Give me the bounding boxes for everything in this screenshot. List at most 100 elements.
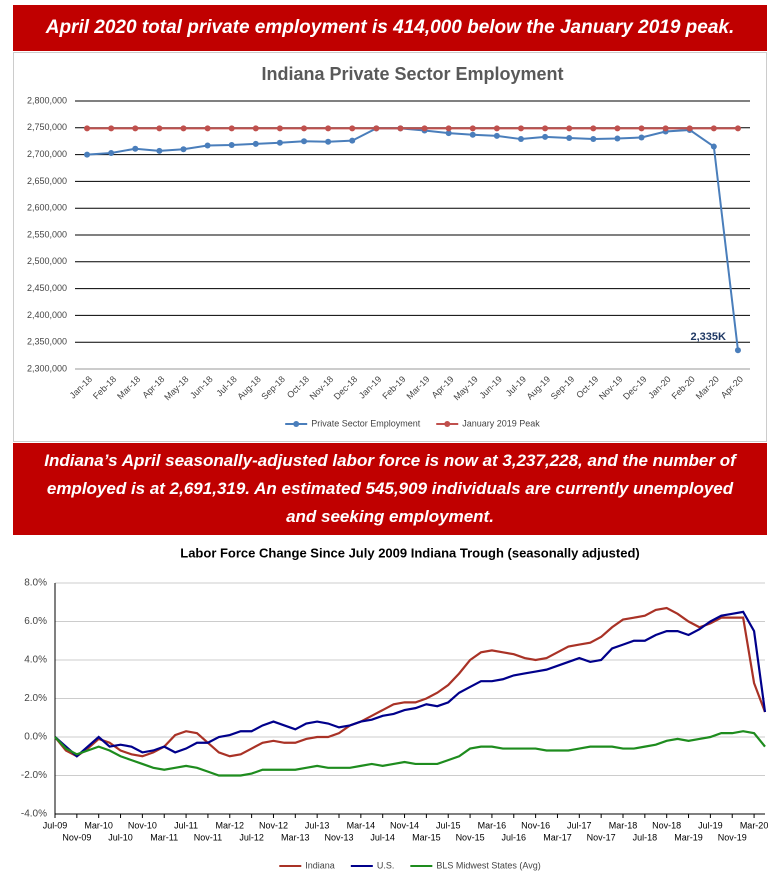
point	[445, 125, 452, 132]
legend: Indiana U.S. BLS Midwest States (Avg)	[279, 860, 541, 870]
x-tick-label: Nov-12	[259, 820, 288, 830]
x-tick-label: Sep-19	[549, 374, 577, 402]
point	[228, 141, 235, 148]
point	[614, 135, 621, 142]
x-tick-label: Feb-20	[670, 374, 697, 401]
banner: Indiana’s April seasonally-adjusted labo…	[13, 443, 767, 535]
point	[180, 125, 187, 132]
chart-title: Labor Force Change Since July 2009 India…	[180, 545, 639, 560]
x-tick-label: Nov-16	[521, 820, 550, 830]
series-line	[54, 610, 767, 758]
x-tick-label: Aug-19	[525, 374, 553, 402]
point	[204, 125, 211, 132]
point	[566, 134, 573, 141]
y-tick-label: 2,550,000	[27, 229, 67, 239]
point	[156, 147, 163, 154]
point	[493, 132, 500, 139]
x-tick-label: Nov-17	[587, 832, 616, 842]
y-tick-label: 2,700,000	[27, 149, 67, 159]
x-tick-label: Oct-18	[285, 374, 311, 400]
x-tick-label: Mar-13	[281, 832, 310, 842]
x-tick-label: Mar-19	[674, 832, 703, 842]
y-tick-label: 8.0%	[24, 578, 47, 589]
x-tick-label: Feb-18	[91, 374, 118, 401]
legend-label: U.S.	[377, 860, 395, 870]
banner: April 2020 total private employment is 4…	[13, 5, 767, 51]
legend-label: Indiana	[305, 860, 335, 870]
y-tick-label: 2.0%	[24, 693, 47, 704]
x-tick-label: Mar-19	[404, 374, 431, 401]
x-tick-label: Jan-19	[357, 374, 384, 401]
point	[301, 138, 308, 145]
x-tick-label: Nov-19	[597, 374, 625, 402]
y-tick-label: 2,300,000	[27, 363, 67, 373]
x-tick-label: May-19	[452, 374, 480, 402]
x-tick-label: Jul-09	[43, 820, 68, 830]
point	[301, 125, 308, 132]
x-tick-label: May-18	[162, 374, 190, 402]
point	[228, 125, 235, 132]
x-tick-label: Jan-18	[68, 374, 95, 401]
y-tick-label: -2.0%	[21, 770, 47, 781]
point	[638, 125, 645, 132]
y-tick-label: 0.0%	[24, 732, 47, 743]
x-tick-label: Mar-17	[543, 832, 572, 842]
x-tick-label: Mar-14	[347, 820, 376, 830]
legend-label: January 2019 Peak	[462, 418, 540, 428]
point	[662, 125, 669, 132]
x-tick-label: Jul-19	[698, 820, 723, 830]
x-tick-label: Jul-14	[370, 832, 395, 842]
chart-title: Indiana Private Sector Employment	[261, 64, 563, 84]
point	[734, 347, 741, 354]
x-tick-label: Sep-18	[259, 374, 287, 402]
point	[638, 134, 645, 141]
chart-frame	[13, 52, 767, 442]
point	[542, 125, 549, 132]
y-tick-label: 2,450,000	[27, 283, 67, 293]
point	[542, 133, 549, 140]
x-tick-label: Mar-12	[216, 820, 245, 830]
point	[614, 125, 621, 132]
point	[276, 125, 283, 132]
series-line	[54, 606, 767, 758]
point	[252, 125, 259, 132]
point	[325, 125, 332, 132]
x-tick-label: Mar-10	[84, 820, 113, 830]
point	[349, 137, 356, 144]
x-tick-label: Apr-20	[719, 374, 745, 400]
point	[373, 125, 380, 132]
point	[590, 136, 597, 143]
x-tick-label: Jul-13	[305, 820, 330, 830]
x-tick-label: Nov-18	[652, 820, 681, 830]
y-tick-label: 4.0%	[24, 655, 47, 666]
point	[108, 125, 115, 132]
x-tick-label: Nov-15	[456, 832, 485, 842]
point	[108, 149, 115, 156]
point	[276, 139, 283, 146]
x-tick-label: Jul-15	[436, 820, 461, 830]
x-tick-label: Mar-16	[478, 820, 507, 830]
point	[421, 125, 428, 132]
x-tick-label: Nov-18	[308, 374, 336, 402]
point	[517, 136, 524, 143]
x-tick-label: Mar-18	[115, 374, 142, 401]
y-tick-label: 6.0%	[24, 616, 47, 627]
legend-label: Private Sector Employment	[311, 418, 421, 428]
x-tick-label: Feb-19	[380, 374, 407, 401]
y-tick-label: 2,400,000	[27, 310, 67, 320]
x-tick-label: Jul-12	[239, 832, 264, 842]
y-tick-label: 2,750,000	[27, 122, 67, 132]
y-tick-label: 2,350,000	[27, 337, 67, 347]
x-tick-label: Nov-13	[324, 832, 353, 842]
x-tick-label: Jul-10	[108, 832, 133, 842]
point	[734, 125, 741, 132]
x-tick-label: Nov-14	[390, 820, 419, 830]
x-tick-label: Dec-19	[621, 374, 649, 402]
point	[156, 125, 163, 132]
point	[204, 142, 211, 149]
legend-marker	[444, 421, 451, 427]
x-tick-label: Jun-18	[188, 374, 215, 401]
x-tick-label: Mar-11	[150, 832, 178, 842]
